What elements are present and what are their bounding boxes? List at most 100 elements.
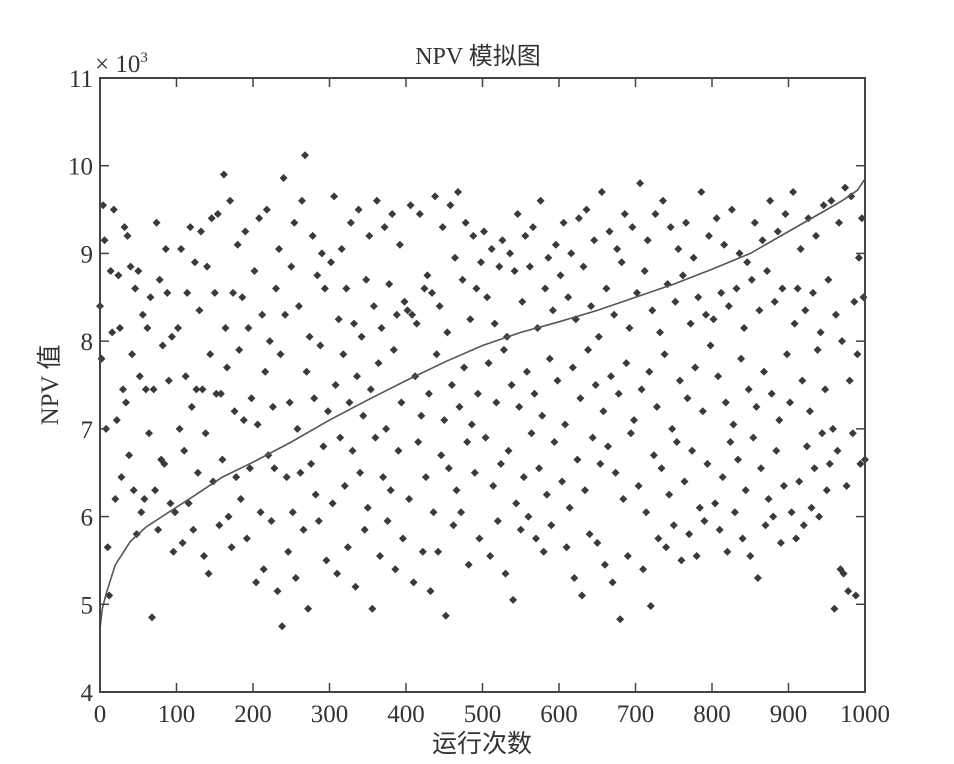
- plot-frame: [99, 77, 866, 693]
- data-point: [218, 455, 227, 464]
- data-point: [853, 350, 862, 359]
- data-point: [833, 446, 842, 455]
- data-point: [418, 547, 427, 556]
- data-point: [122, 398, 130, 407]
- data-point: [372, 196, 381, 205]
- data-point: [288, 508, 297, 517]
- data-point: [389, 345, 398, 354]
- data-point: [787, 508, 796, 517]
- data-point: [758, 236, 767, 245]
- data-point: [596, 459, 605, 468]
- data-point: [415, 210, 424, 218]
- data-point: [611, 468, 620, 477]
- x-tick-label: 200: [234, 701, 272, 728]
- y-tick-label: 11: [69, 66, 93, 93]
- data-point: [379, 473, 388, 482]
- data-point: [193, 468, 202, 477]
- data-point: [619, 495, 628, 503]
- x-tick-label: 700: [617, 701, 655, 728]
- x-tick-label: 800: [693, 701, 731, 728]
- data-point: [200, 552, 208, 560]
- data-point: [241, 227, 250, 236]
- data-point: [532, 534, 540, 543]
- y-tick-label: 8: [81, 329, 94, 356]
- data-point: [830, 604, 839, 613]
- data-point: [304, 604, 313, 613]
- data-point: [440, 416, 449, 425]
- data-point: [656, 328, 664, 337]
- data-point: [594, 332, 603, 341]
- data-point: [854, 253, 863, 262]
- data-point: [737, 354, 746, 363]
- data-point: [704, 231, 713, 240]
- data-point: [272, 284, 280, 293]
- x-tick-label: 900: [770, 701, 808, 728]
- data-point: [498, 236, 507, 245]
- data-point: [746, 552, 755, 560]
- data-point: [472, 284, 481, 293]
- data-point: [270, 464, 279, 473]
- data-point: [718, 473, 727, 482]
- data-point: [764, 495, 773, 503]
- data-point: [287, 262, 296, 271]
- data-point: [706, 341, 715, 350]
- data-point: [383, 517, 392, 525]
- data-point: [793, 284, 802, 293]
- data-point: [397, 398, 406, 407]
- data-point: [229, 288, 238, 297]
- data-point: [591, 381, 600, 389]
- data-point: [149, 385, 158, 394]
- data-point: [382, 424, 391, 433]
- data-point: [504, 446, 513, 455]
- data-point: [278, 622, 287, 631]
- data-point: [600, 560, 609, 569]
- data-point: [541, 284, 550, 293]
- data-point: [412, 319, 421, 328]
- data-point: [351, 582, 360, 591]
- data-point: [821, 385, 830, 394]
- data-point: [138, 310, 147, 319]
- data-point: [463, 438, 472, 446]
- data-point: [726, 438, 735, 446]
- data-point: [345, 398, 354, 407]
- data-point: [145, 429, 153, 438]
- data-point: [103, 543, 112, 552]
- data-point: [356, 468, 365, 477]
- data-point: [798, 376, 807, 385]
- data-point: [281, 310, 290, 319]
- data-point: [604, 442, 612, 451]
- data-point: [536, 196, 545, 205]
- data-point: [340, 481, 349, 490]
- data-point: [252, 578, 261, 587]
- data-point: [573, 455, 582, 464]
- data-point: [244, 324, 253, 332]
- data-point: [284, 547, 293, 556]
- data-point: [789, 188, 798, 196]
- data-point: [824, 275, 833, 284]
- data-point: [527, 429, 536, 438]
- data-point: [578, 591, 586, 600]
- data-point: [247, 394, 256, 403]
- data-point: [336, 433, 345, 442]
- data-point: [350, 319, 358, 328]
- data-point: [809, 288, 817, 297]
- data-point: [313, 271, 322, 280]
- data-point: [570, 574, 579, 582]
- data-point: [186, 223, 195, 232]
- data-point: [576, 394, 585, 403]
- data-point: [319, 442, 328, 451]
- data-point: [831, 310, 840, 319]
- data-point: [457, 508, 466, 517]
- data-point: [634, 481, 643, 490]
- data-point: [236, 495, 245, 503]
- data-point: [844, 587, 853, 596]
- data-point: [564, 293, 573, 302]
- data-point: [273, 587, 282, 596]
- data-point: [360, 525, 369, 534]
- data-point: [296, 468, 305, 477]
- data-point: [391, 565, 400, 574]
- data-point: [496, 459, 505, 468]
- data-point: [556, 271, 565, 280]
- data-point: [190, 258, 199, 267]
- data-point: [376, 552, 384, 560]
